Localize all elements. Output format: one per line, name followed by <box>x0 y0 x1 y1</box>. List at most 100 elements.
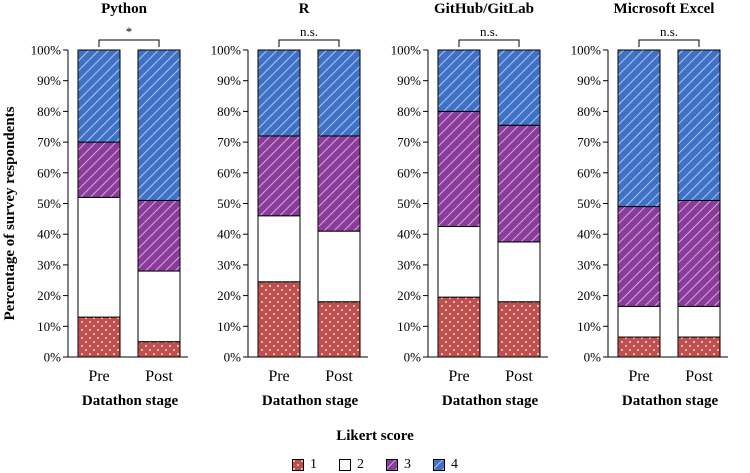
category-label: Pre <box>628 368 649 385</box>
bar-segment-pre-score-2 <box>617 305 661 338</box>
chart-panel-4: Microsoft Excel 0% 10% 20% 30% 40% 50% 60% 70% 80… <box>571 1 728 409</box>
category-label: Post <box>145 368 173 385</box>
y-tick-label: 90% <box>577 73 601 88</box>
bar-segment-post-score-4 <box>497 49 541 126</box>
y-axis-label: Percentage of survey respondents <box>2 106 18 320</box>
y-tick-label: 50% <box>577 196 601 211</box>
y-tick-label: 60% <box>577 165 601 180</box>
chart-panel-3: GitHub/GitLab 0% 10% 20% 30% 40% 50% 60% 70% 80% 9… <box>391 1 548 409</box>
y-tick-label: 10% <box>217 319 241 334</box>
y-tick-label: 70% <box>397 135 421 150</box>
significance-label: n.s. <box>660 24 678 39</box>
y-tick-label: 50% <box>217 196 241 211</box>
y-tick-label: 50% <box>397 196 421 211</box>
y-tick-label: 40% <box>37 227 61 242</box>
y-tick-label: 70% <box>217 135 241 150</box>
y-tick-label: 80% <box>577 104 601 119</box>
bar-segment-post-score-3 <box>497 124 541 243</box>
y-tick-label: 40% <box>397 227 421 242</box>
significance-bracket <box>638 39 700 47</box>
y-tick-label: 90% <box>397 73 421 88</box>
y-tick-label: 20% <box>217 288 241 303</box>
y-tick-label: 60% <box>397 165 421 180</box>
bar-segment-pre-score-2 <box>257 215 301 283</box>
legend-swatch-1 <box>292 459 304 471</box>
y-tick-label: 70% <box>577 135 601 150</box>
bar-segment-post-score-2 <box>317 230 361 303</box>
y-tick-label: 30% <box>577 257 601 272</box>
bar-segment-pre-score-1 <box>77 316 121 358</box>
category-label: Pre <box>268 368 289 385</box>
bar-segment-post-score-4 <box>137 49 181 201</box>
y-tick-label: 0% <box>584 350 602 365</box>
bar-segment-pre-score-1 <box>437 296 481 358</box>
bar-segment-pre-score-4 <box>77 49 121 143</box>
y-tick-label: 100% <box>391 43 422 58</box>
x-axis-label: Datathon stage <box>442 393 539 409</box>
y-tick-label: 100% <box>211 43 242 58</box>
bar-segment-pre-score-3 <box>437 110 481 228</box>
bar-segment-pre-score-4 <box>257 49 301 137</box>
y-tick-label: 30% <box>397 257 421 272</box>
bar-segment-pre-score-4 <box>617 49 661 208</box>
category-label: Post <box>505 368 533 385</box>
category-label: Pre <box>88 368 109 385</box>
bar-segment-pre-score-1 <box>257 281 301 358</box>
bar-segment-pre-score-4 <box>437 49 481 112</box>
chart-panel-1: Python 0% 10% 20% 30% 40% 50% 60% 70% 80% 90% 100% P… <box>2 1 188 409</box>
y-tick-label: 100% <box>571 43 602 58</box>
y-tick-label: 80% <box>397 104 421 119</box>
y-tick-label: 10% <box>37 319 61 334</box>
significance-label: n.s. <box>480 24 498 39</box>
y-tick-label: 30% <box>217 257 241 272</box>
legend-swatch-3 <box>386 459 398 471</box>
y-tick-label: 20% <box>577 288 601 303</box>
significance-bracket <box>98 39 160 47</box>
legend-swatch-4 <box>433 459 445 471</box>
chart-title: Microsoft Excel <box>614 1 715 17</box>
category-label: Post <box>685 368 713 385</box>
y-tick-label: 90% <box>37 73 61 88</box>
significance-bracket <box>278 39 340 47</box>
x-axis-label: Datathon stage <box>262 393 359 409</box>
bar-segment-pre-score-2 <box>77 196 121 318</box>
bar-segment-pre-score-1 <box>617 336 661 358</box>
y-tick-label: 80% <box>37 104 61 119</box>
bar-segment-post-score-1 <box>677 336 721 358</box>
legend: Likert score 1 2 3 4 <box>0 428 750 473</box>
y-tick-label: 40% <box>577 227 601 242</box>
chart-title: Python <box>101 1 148 17</box>
legend-label-4: 4 <box>451 457 458 472</box>
legend-label-2: 2 <box>357 457 364 472</box>
y-tick-label: 10% <box>397 319 421 334</box>
bar-segment-post-score-3 <box>677 199 721 307</box>
bar-segment-post-score-3 <box>317 135 361 232</box>
legend-title: Likert score <box>336 428 414 444</box>
y-tick-label: 20% <box>397 288 421 303</box>
significance-bracket <box>458 39 520 47</box>
legend-swatch-2 <box>339 459 351 471</box>
y-tick-label: 70% <box>37 135 61 150</box>
chart-panel-2: R 0% 10% 20% 30% 40% 50% 60% 70% 80% 90% 100% Pre Pos… <box>211 1 368 409</box>
y-tick-label: 10% <box>577 319 601 334</box>
bar-segment-post-score-1 <box>497 301 541 358</box>
bar-segment-post-score-2 <box>677 305 721 338</box>
bar-segment-pre-score-2 <box>437 226 481 298</box>
bar-segment-post-score-2 <box>137 270 181 343</box>
bar-segment-pre-score-3 <box>617 206 661 307</box>
y-tick-label: 50% <box>37 196 61 211</box>
y-tick-label: 60% <box>217 165 241 180</box>
y-tick-label: 40% <box>217 227 241 242</box>
legend-label-1: 1 <box>310 457 317 472</box>
y-tick-label: 0% <box>404 350 422 365</box>
chart-title: GitHub/GitLab <box>434 1 534 17</box>
bar-segment-post-score-4 <box>677 49 721 201</box>
y-tick-label: 80% <box>217 104 241 119</box>
y-tick-label: 0% <box>44 350 62 365</box>
y-tick-label: 20% <box>37 288 61 303</box>
y-tick-label: 0% <box>224 350 242 365</box>
bar-segment-post-score-4 <box>317 49 361 137</box>
y-tick-label: 60% <box>37 165 61 180</box>
bar-segment-post-score-3 <box>137 199 181 272</box>
